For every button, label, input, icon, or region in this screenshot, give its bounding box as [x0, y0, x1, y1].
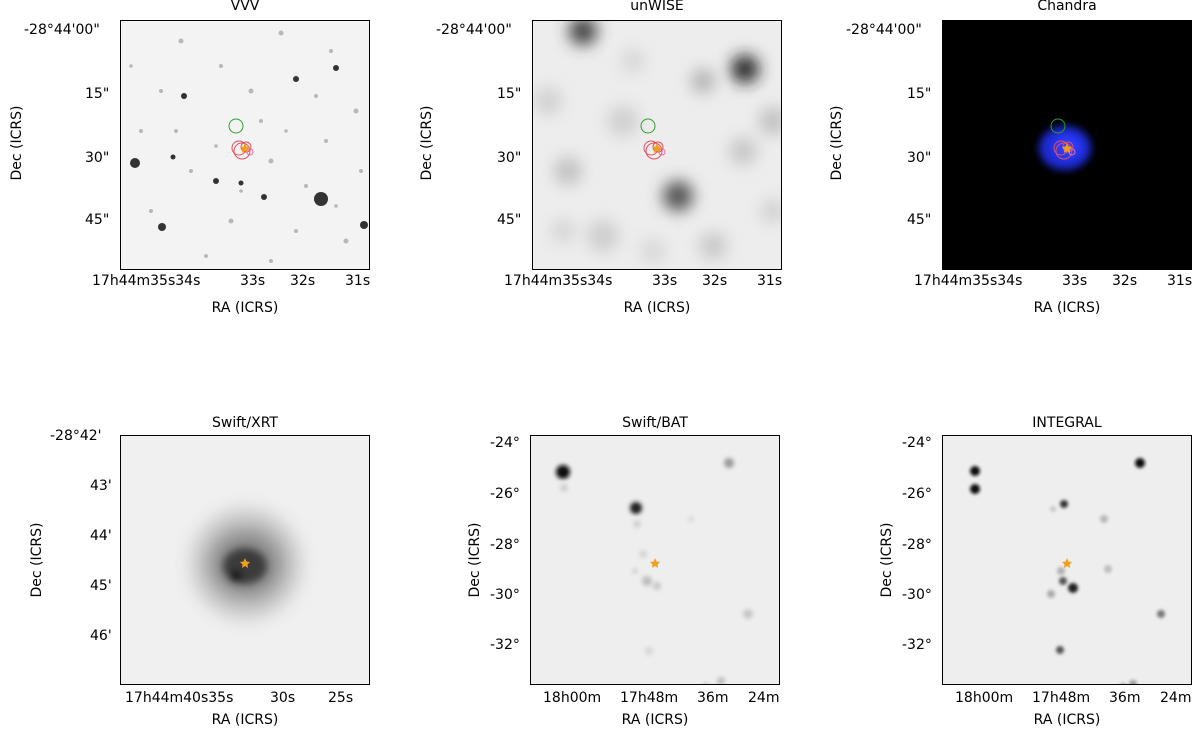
x-tick: 36m [1109, 690, 1141, 706]
y-tick: 15" [85, 86, 110, 102]
y-tick: 45" [497, 212, 522, 228]
image-frame [942, 20, 1192, 270]
y-axis-label: Dec (ICRS) [829, 105, 845, 181]
panel-title: Swift/BAT [622, 415, 688, 431]
y-tick: 30" [497, 150, 522, 166]
y-tick: -26° [902, 486, 932, 502]
y-axis-label: Dec (ICRS) [879, 522, 895, 598]
y-axis-label: Dec (ICRS) [9, 105, 25, 181]
y-tick: -28° [902, 537, 932, 553]
y-tick: -28°44'00" [846, 22, 922, 38]
x-axis-label: RA (ICRS) [211, 300, 279, 316]
y-tick: 30" [907, 150, 932, 166]
y-tick: -26° [490, 486, 520, 502]
y-axis-label: Dec (ICRS) [29, 522, 45, 598]
x-tick: 17h44m35s34s [504, 273, 613, 289]
y-tick: 46' [90, 628, 112, 644]
y-tick: 45" [907, 212, 932, 228]
x-tick: 31s [345, 273, 371, 289]
image-frame [942, 435, 1192, 685]
sky-image [129, 30, 368, 263]
x-axis-label: RA (ICRS) [623, 300, 691, 316]
y-tick: -32° [902, 637, 932, 653]
sky-image [1039, 118, 1091, 170]
panel-title: Swift/XRT [212, 415, 278, 431]
x-tick: 31s [1167, 273, 1193, 289]
y-tick: -28°44'00" [24, 22, 100, 38]
y-tick: 15" [907, 86, 932, 102]
x-tick: 25s [328, 690, 354, 706]
image-frame [532, 20, 782, 270]
x-tick: 24m [1160, 690, 1192, 706]
y-tick: -28°44'00" [436, 22, 512, 38]
sky-image [556, 458, 753, 684]
y-tick: 45" [85, 212, 110, 228]
x-tick: 32s [1112, 273, 1138, 289]
y-tick: -28°42' [50, 428, 102, 444]
x-tick: 32s [290, 273, 316, 289]
x-axis-label: RA (ICRS) [1033, 712, 1101, 728]
y-tick: -30° [490, 587, 520, 603]
x-tick: 30s [270, 690, 296, 706]
y-tick: -30° [902, 587, 932, 603]
image-frame [120, 20, 370, 270]
x-tick: 17h44m35s34s [914, 273, 1023, 289]
image-frame [120, 435, 370, 685]
x-tick: 17h48m [1032, 690, 1091, 706]
sky-image [970, 458, 1165, 684]
x-tick: 18h00m [543, 690, 602, 706]
y-axis-label: Dec (ICRS) [467, 522, 483, 598]
x-tick: 18h00m [955, 690, 1014, 706]
x-tick: 32s [702, 273, 728, 289]
y-tick: 15" [497, 86, 522, 102]
panel-title: INTEGRAL [1032, 415, 1102, 431]
x-tick: 33s [240, 273, 266, 289]
panel-title: VVV [230, 0, 260, 14]
x-axis-label: RA (ICRS) [621, 712, 689, 728]
x-tick: 36m [697, 690, 729, 706]
x-tick: 17h44m35s34s [92, 273, 201, 289]
x-tick: 33s [652, 273, 678, 289]
x-axis-label: RA (ICRS) [1033, 300, 1101, 316]
y-tick: -24° [902, 435, 932, 451]
y-tick: -32° [490, 637, 520, 653]
y-tick: -28° [490, 537, 520, 553]
y-tick: 45' [90, 578, 112, 594]
y-tick: 44' [90, 528, 112, 544]
x-tick: 31s [757, 273, 783, 289]
x-tick: 33s [1062, 273, 1088, 289]
sky-image [191, 509, 301, 619]
x-tick: 17h48m [620, 690, 679, 706]
panel-title: unWISE [630, 0, 684, 14]
panel-title: Chandra [1037, 0, 1097, 14]
y-tick: -24° [490, 435, 520, 451]
y-tick: 30" [85, 150, 110, 166]
x-tick: 17h44m40s35s [125, 690, 234, 706]
sky-image [534, 21, 781, 263]
x-tick: 24m [748, 690, 780, 706]
image-frame [530, 435, 780, 685]
y-axis-label: Dec (ICRS) [419, 105, 435, 181]
y-tick: 43' [90, 478, 112, 494]
x-axis-label: RA (ICRS) [211, 712, 279, 728]
